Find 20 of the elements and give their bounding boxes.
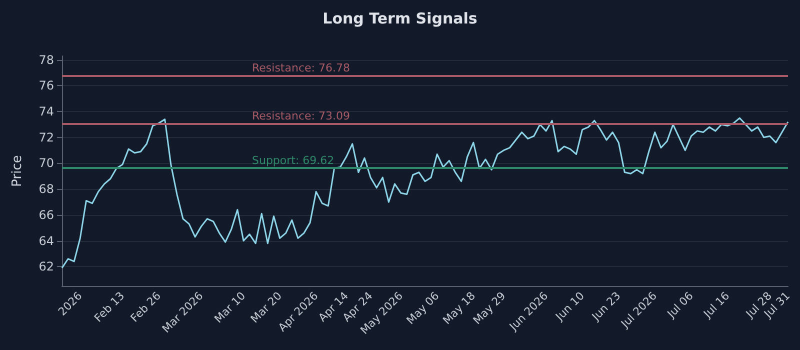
ref-line-label: Resistance: 76.78	[252, 62, 350, 75]
x-tick-label: Feb 13	[92, 289, 128, 325]
y-tick-label: 64	[38, 234, 54, 248]
ref-line-label: Resistance: 73.09	[252, 109, 350, 122]
x-tick-label: Jun 10	[552, 289, 587, 324]
y-tick-label: 76	[38, 78, 54, 93]
y-tick-label: 74	[38, 104, 54, 119]
y-tick-label: 66	[38, 208, 54, 222]
chart-title: Long Term Signals	[322, 10, 478, 28]
x-tick-label: Mar 10	[212, 289, 248, 326]
x-tick-label: Jul 06	[664, 289, 696, 322]
y-tick-label: 62	[38, 260, 54, 274]
x-tick-label: Jul 16	[700, 289, 732, 322]
y-axis-title: Price	[10, 155, 25, 187]
y-tick-label: 68	[38, 182, 54, 196]
x-tick-label: Feb 26	[128, 289, 164, 325]
y-tick-label: 72	[38, 130, 54, 144]
y-tick-label: 70	[38, 156, 54, 170]
ref-line-label: Support: 69.62	[252, 154, 334, 168]
y-tick-label: 78	[38, 52, 54, 67]
